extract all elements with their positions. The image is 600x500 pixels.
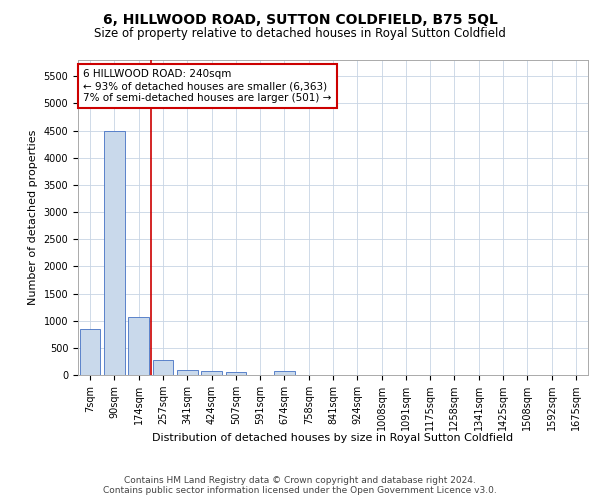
Text: Size of property relative to detached houses in Royal Sutton Coldfield: Size of property relative to detached ho… xyxy=(94,28,506,40)
Bar xyxy=(152,360,173,375)
Y-axis label: Number of detached properties: Number of detached properties xyxy=(28,130,38,305)
Bar xyxy=(226,372,246,375)
Text: Contains HM Land Registry data © Crown copyright and database right 2024.
Contai: Contains HM Land Registry data © Crown c… xyxy=(103,476,497,495)
Bar xyxy=(201,371,222,375)
X-axis label: Distribution of detached houses by size in Royal Sutton Coldfield: Distribution of detached houses by size … xyxy=(152,433,514,443)
Bar xyxy=(104,130,125,375)
Text: 6 HILLWOOD ROAD: 240sqm
← 93% of detached houses are smaller (6,363)
7% of semi-: 6 HILLWOOD ROAD: 240sqm ← 93% of detache… xyxy=(83,70,331,102)
Bar xyxy=(80,329,100,375)
Text: 6, HILLWOOD ROAD, SUTTON COLDFIELD, B75 5QL: 6, HILLWOOD ROAD, SUTTON COLDFIELD, B75 … xyxy=(103,12,497,26)
Bar xyxy=(128,316,149,375)
Bar xyxy=(177,370,197,375)
Bar xyxy=(274,372,295,375)
